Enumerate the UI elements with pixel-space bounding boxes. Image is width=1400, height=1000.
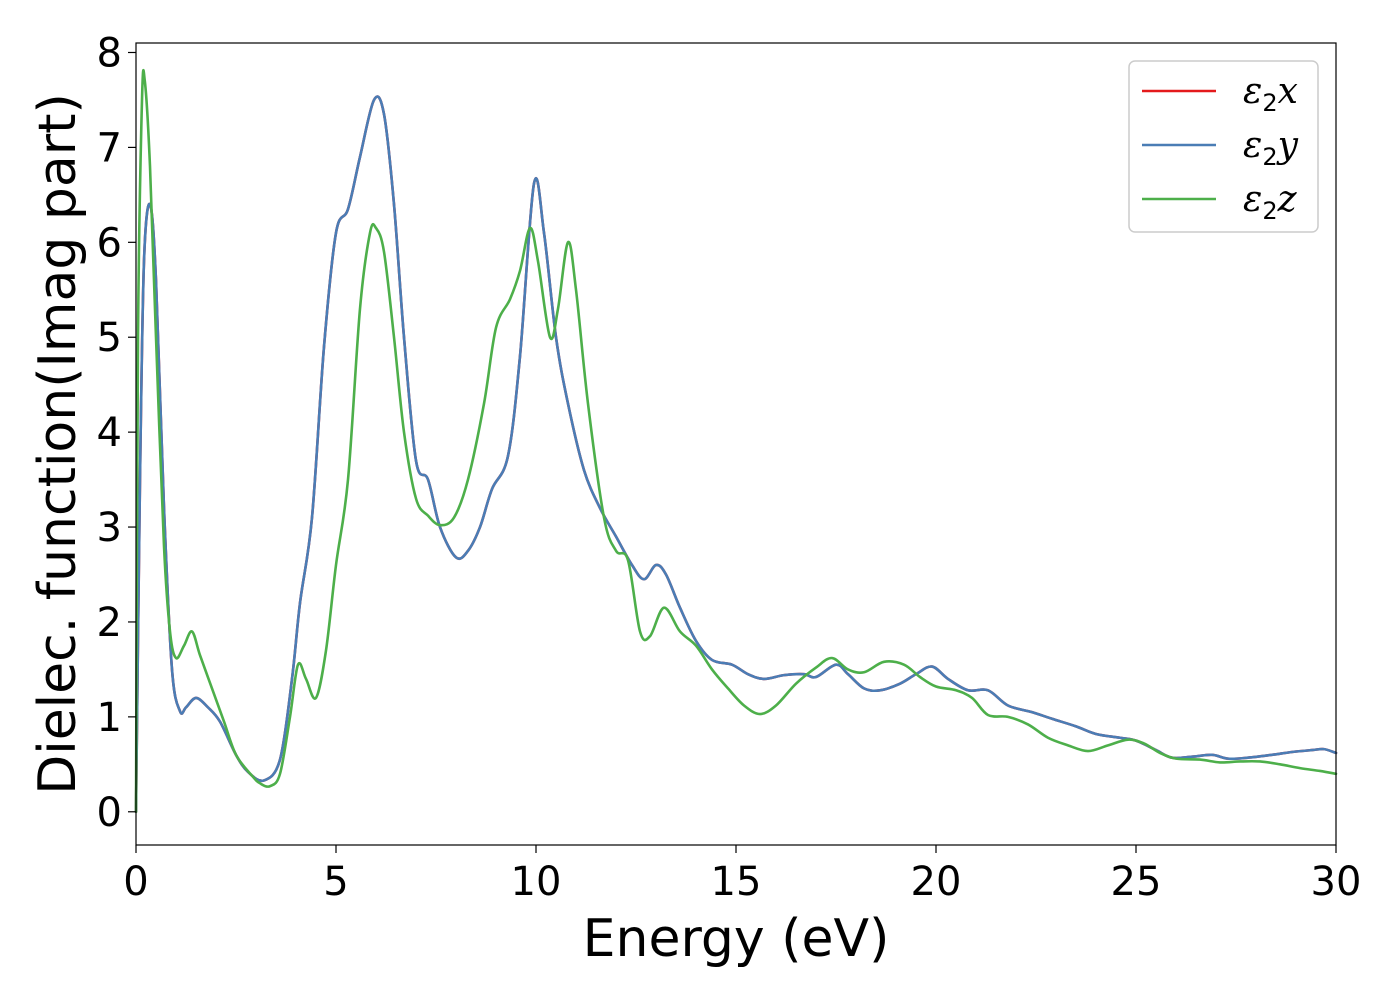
legend-label-z: ε2z [1243,179,1298,225]
x-tick-label: 15 [711,859,762,905]
y-tick-label: 0 [97,790,122,836]
y-tick-label: 3 [97,505,122,551]
legend-label-x: ε2x [1243,71,1298,117]
x-tick-label: 25 [1111,859,1162,905]
x-tick-label: 30 [1311,859,1362,905]
y-axis-ticks: 0 1 2 3 4 5 6 7 8 [97,30,136,836]
y-tick-label: 8 [97,30,122,76]
y-tick-label: 4 [97,410,122,456]
y-axis-title: Dielec. function(Imag part) [28,93,88,795]
series-line-z [134,68,1338,814]
x-tick-label: 5 [323,859,348,905]
y-tick-label: 6 [97,220,122,266]
legend-label-y: ε2y [1243,125,1299,171]
x-tick-label: 10 [511,859,562,905]
y-tick-label: 7 [97,125,122,171]
y-tick-label: 2 [97,600,122,646]
legend-box [1128,60,1319,233]
series-layer [134,68,1338,814]
y-tick-label: 1 [97,695,122,741]
x-axis-title: Energy (eV) [583,909,890,969]
x-tick-label: 0 [123,859,148,905]
legend: ε2x ε2y ε2z [1128,60,1319,233]
x-axis-ticks: 0 5 10 15 20 25 30 [123,845,1361,905]
x-tick-label: 20 [911,859,962,905]
y-tick-label: 5 [97,315,122,361]
